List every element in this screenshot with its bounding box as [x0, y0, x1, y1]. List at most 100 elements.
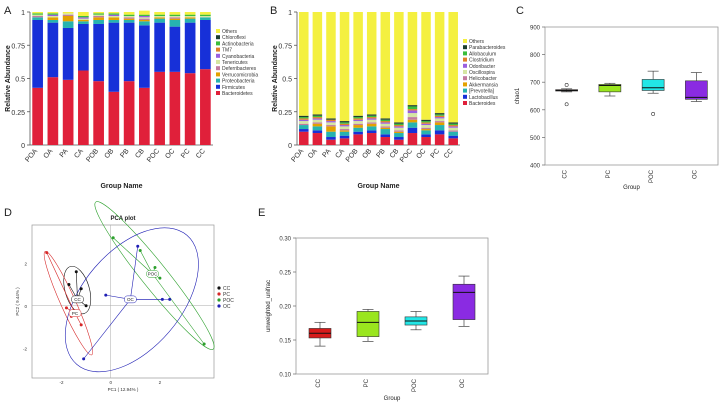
panel-a: 0 0.25 0.5 0.75 1 POA OA PA CA POB OB PB CB POC OC PC CC… [5, 10, 258, 190]
legend-swatch [216, 29, 220, 33]
bar-segment [366, 133, 377, 145]
bar-segment [394, 130, 404, 132]
bar-segment [448, 122, 458, 124]
bar-segment [108, 17, 120, 20]
legend-swatch [463, 57, 467, 62]
bar-segment [421, 134, 431, 138]
legend-label: Allobaculum [469, 51, 496, 57]
y-tick-label: 0 [288, 143, 292, 150]
legend-swatch [463, 88, 467, 93]
bar-segment [326, 121, 336, 123]
scatter-point [67, 283, 71, 286]
legend-swatch [463, 101, 467, 105]
x-tick-label: CA [334, 148, 346, 160]
y-tick-label: 1 [288, 10, 292, 17]
scatter-point [160, 297, 164, 301]
bar-segment [448, 130, 458, 132]
x-tick-label: CB [389, 148, 401, 160]
scatter-point [82, 357, 86, 361]
bar-segment [339, 131, 350, 136]
spider-line [46, 252, 76, 314]
bar-segment [434, 122, 445, 126]
bar-segment [299, 115, 309, 118]
legend-swatch [463, 94, 467, 99]
bar-segment [421, 119, 431, 122]
bar-segment [169, 18, 181, 20]
legend-swatch [463, 63, 467, 68]
scatter-point [202, 342, 206, 346]
bar-segment [380, 126, 391, 128]
bar-segment [200, 15, 211, 18]
x-tick-label: POC [649, 169, 655, 183]
bar-segment [394, 122, 404, 124]
bar-segment [394, 133, 404, 138]
bar-segment [108, 22, 120, 92]
x-tick-label: PC [180, 148, 192, 160]
bar-segment [93, 12, 104, 14]
bar-segment [32, 87, 43, 145]
bar-segment [434, 115, 445, 118]
bar-segment [169, 17, 181, 19]
bar-segment [123, 18, 135, 20]
bar-segment [62, 27, 74, 80]
bar-segment [312, 130, 323, 134]
bar-segment [93, 81, 104, 145]
bar-segment [169, 15, 181, 18]
x-tick-label: PA [59, 148, 70, 160]
bar-segment [154, 17, 165, 19]
bar-segment [394, 123, 404, 126]
bar-segment [312, 122, 323, 124]
bar-segment [78, 15, 89, 18]
bar-segment [421, 127, 431, 130]
scatter-point [168, 297, 172, 301]
centroid-box [71, 295, 84, 304]
y-tick-label: 0.25 [279, 271, 291, 277]
bar-segment [78, 18, 89, 20]
bar-segment [312, 126, 323, 131]
y-tick-label: 0.75 [278, 43, 292, 50]
plot-frame [544, 26, 719, 166]
bar-segment [62, 15, 74, 22]
x-tick-label: -2 [60, 380, 64, 385]
spider-line [130, 246, 139, 300]
bar-segment [312, 133, 323, 145]
scatter-point [45, 251, 49, 255]
bar-segment [353, 117, 363, 119]
legend-swatch [216, 91, 220, 95]
box-poc [641, 79, 665, 91]
bar-segment [434, 114, 445, 116]
centroid-label: OC [127, 297, 135, 302]
legend-label: Akkermansia [469, 82, 498, 88]
x-tick-label: CC [195, 148, 207, 160]
scatter-point [79, 323, 83, 327]
bar-segment [421, 137, 431, 145]
bar-segment [299, 125, 309, 130]
x-tick-label: POC [399, 148, 414, 164]
x-tick-label: OB [361, 148, 373, 161]
bar-segment [339, 123, 350, 126]
legend-label: Actinobacteria [222, 41, 254, 47]
x-axis-title: Group Name [357, 183, 399, 190]
bar-segment [326, 139, 336, 145]
x-tick-label: OB [104, 148, 116, 161]
x-tick-label: PC [430, 148, 442, 160]
y-tick-label: 0.25 [278, 110, 292, 117]
legend-label: Others [469, 39, 485, 45]
bar-segment [339, 125, 350, 127]
bar-segment [47, 13, 59, 15]
bar-segment [407, 106, 418, 110]
bar-segment [434, 113, 445, 115]
bar-segment [353, 127, 363, 132]
bar-segment [299, 119, 309, 122]
legend-marker [217, 298, 221, 302]
x-tick-label: CA [73, 148, 85, 160]
bar-segment [380, 129, 391, 135]
bar-segment [93, 19, 104, 24]
panel-e: 0.10 0.15 0.20 0.25 0.30 CC PC POC OC unweighted_… [266, 237, 489, 402]
outlier-point [651, 112, 656, 116]
bar-segment [380, 134, 391, 138]
x-tick-label: OC [415, 148, 427, 161]
legend-label: Bacteroides [469, 101, 496, 107]
box-oc [452, 283, 476, 320]
